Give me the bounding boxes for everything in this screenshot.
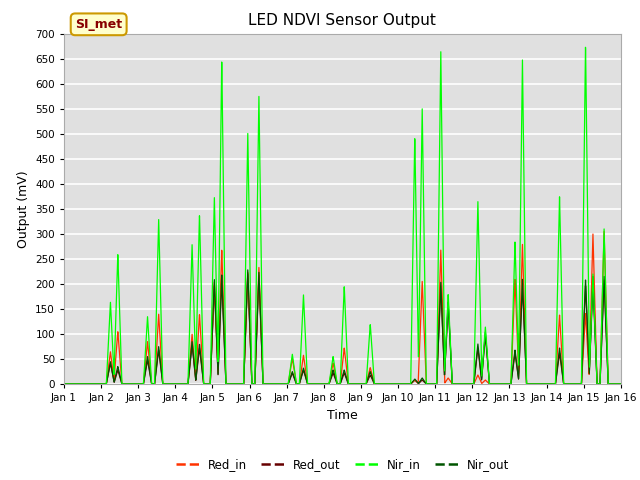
Legend: Red_in, Red_out, Nir_in, Nir_out: Red_in, Red_out, Nir_in, Nir_out (171, 454, 514, 476)
Nir_out (273, 381, 281, 387)
Red_out (518, 295, 525, 301)
Line: Nir_out: Nir_out (64, 270, 621, 384)
Red_in (394, 381, 402, 387)
Nir_out (60, 381, 68, 387)
Red_out (617, 381, 625, 387)
Red_in (422, 376, 430, 382)
Y-axis label: Output (mV): Output (mV) (17, 170, 29, 248)
Red_in (518, 264, 525, 269)
Nir_in (582, 45, 589, 50)
Nir_out (244, 267, 252, 273)
Red_out (161, 381, 169, 387)
Line: Red_out: Red_out (64, 274, 621, 384)
Red_in (476, 375, 483, 381)
Red_out (476, 360, 483, 366)
Red_out (394, 381, 402, 387)
Line: Red_in: Red_in (64, 231, 621, 384)
Red_in (161, 381, 169, 387)
Red_in (273, 381, 280, 387)
Red_out (60, 381, 68, 387)
Nir_out (617, 381, 625, 387)
Nir_out (161, 381, 169, 387)
Nir_in (60, 381, 68, 387)
Nir_out (518, 290, 525, 296)
X-axis label: Time: Time (327, 408, 358, 421)
Text: SI_met: SI_met (75, 18, 122, 31)
Line: Nir_in: Nir_in (64, 48, 621, 384)
Red_out (422, 381, 430, 387)
Red_in (600, 228, 608, 234)
Nir_in (273, 381, 280, 387)
Title: LED NDVI Sensor Output: LED NDVI Sensor Output (248, 13, 436, 28)
Red_in (60, 381, 68, 387)
Nir_out (476, 358, 483, 363)
Nir_out (422, 381, 430, 387)
Nir_in (161, 381, 169, 387)
Red_out (244, 271, 252, 277)
Red_in (617, 381, 625, 387)
Nir_in (476, 269, 483, 275)
Nir_in (422, 369, 430, 374)
Nir_in (518, 108, 525, 113)
Nir_in (617, 381, 625, 387)
Nir_in (394, 381, 402, 387)
Red_out (273, 381, 281, 387)
Nir_out (394, 381, 402, 387)
